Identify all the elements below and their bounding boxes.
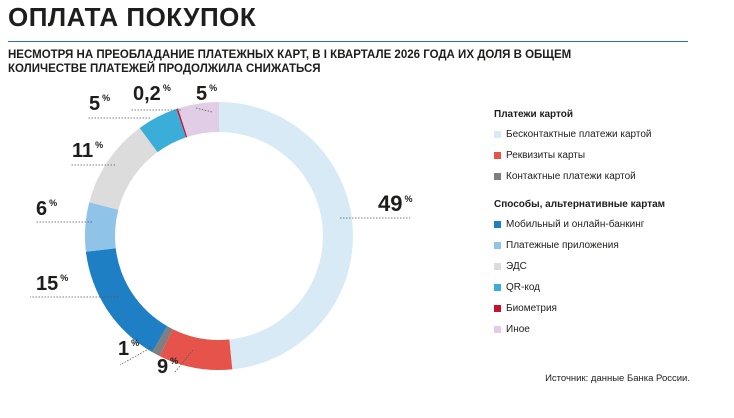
donut-slice <box>152 326 173 357</box>
donut-slice <box>139 108 187 153</box>
legend-label: Мобильный и онлайн-банкинг <box>506 219 645 230</box>
slice-value-label: 11% <box>72 140 103 162</box>
legend-swatch <box>494 326 501 333</box>
donut-slice <box>176 108 188 138</box>
chart-subtitle: НЕСМОТРЯ НА ПРЕОБЛАДАНИЕ ПЛАТЕЖНЫХ КАРТ,… <box>8 49 572 75</box>
legend-swatch <box>494 131 501 138</box>
source-note: Источник: данные Банка России. <box>545 373 690 384</box>
donut-slice <box>85 248 168 353</box>
chart-legend: Платежи картой Бесконтактные платежи кар… <box>494 108 730 340</box>
slice-value-label: 49% <box>378 191 413 216</box>
legend-item-qr: QR-код <box>494 277 730 298</box>
leader-line <box>119 346 153 366</box>
slice-value-label: 9% <box>157 356 178 378</box>
donut-slice <box>85 202 119 252</box>
slice-value-label: 0,2% <box>133 83 171 105</box>
legend-swatch <box>494 284 501 291</box>
slice-value-label: 6% <box>36 198 57 220</box>
legend-item-contact: Контактные платежи картой <box>494 166 730 187</box>
slice-value-label: 5% <box>89 93 110 115</box>
donut-slice <box>159 329 233 370</box>
legend-group-title-cards: Платежи картой <box>494 109 574 120</box>
legend-item-contactless: Бесконтактные платежи картой <box>494 124 730 145</box>
legend-label: Контактные платежи картой <box>506 171 636 182</box>
legend-label: Бесконтактные платежи картой <box>506 129 652 140</box>
legend-swatch <box>494 242 501 249</box>
legend-label: Платежные приложения <box>506 240 619 251</box>
page-title: ОПЛАТА ПОКУПОК <box>8 2 257 32</box>
legend-label: Биометрия <box>506 303 557 314</box>
title-divider <box>8 41 688 42</box>
legend-swatch <box>494 263 501 270</box>
legend-item-eds: ЭДС <box>494 256 730 277</box>
donut-slice <box>219 102 354 370</box>
legend-item-payment-apps: Платежные приложения <box>494 235 730 256</box>
legend-label: Иное <box>506 324 530 335</box>
legend-swatch <box>494 173 501 180</box>
donut-slice <box>89 127 158 210</box>
legend-swatch <box>494 305 501 312</box>
slice-value-label: 15% <box>36 273 68 295</box>
legend-label: ЭДС <box>506 261 527 272</box>
legend-swatch <box>494 152 501 159</box>
legend-item-card-details: Реквизиты карты <box>494 145 730 166</box>
legend-group-title-alternatives: Способы, альтернативные картам <box>494 199 666 210</box>
slice-value-label: 5% <box>196 83 217 105</box>
slice-value-label: 1% <box>118 338 139 360</box>
legend-label: QR-код <box>506 282 540 293</box>
legend-label: Реквизиты карты <box>506 150 586 161</box>
legend-item-biometry: Биометрия <box>494 298 730 319</box>
legend-item-mobile-banking: Мобильный и онлайн-банкинг <box>494 214 730 235</box>
donut-slice <box>178 102 219 137</box>
legend-swatch <box>494 221 501 228</box>
legend-item-other: Иное <box>494 319 730 340</box>
